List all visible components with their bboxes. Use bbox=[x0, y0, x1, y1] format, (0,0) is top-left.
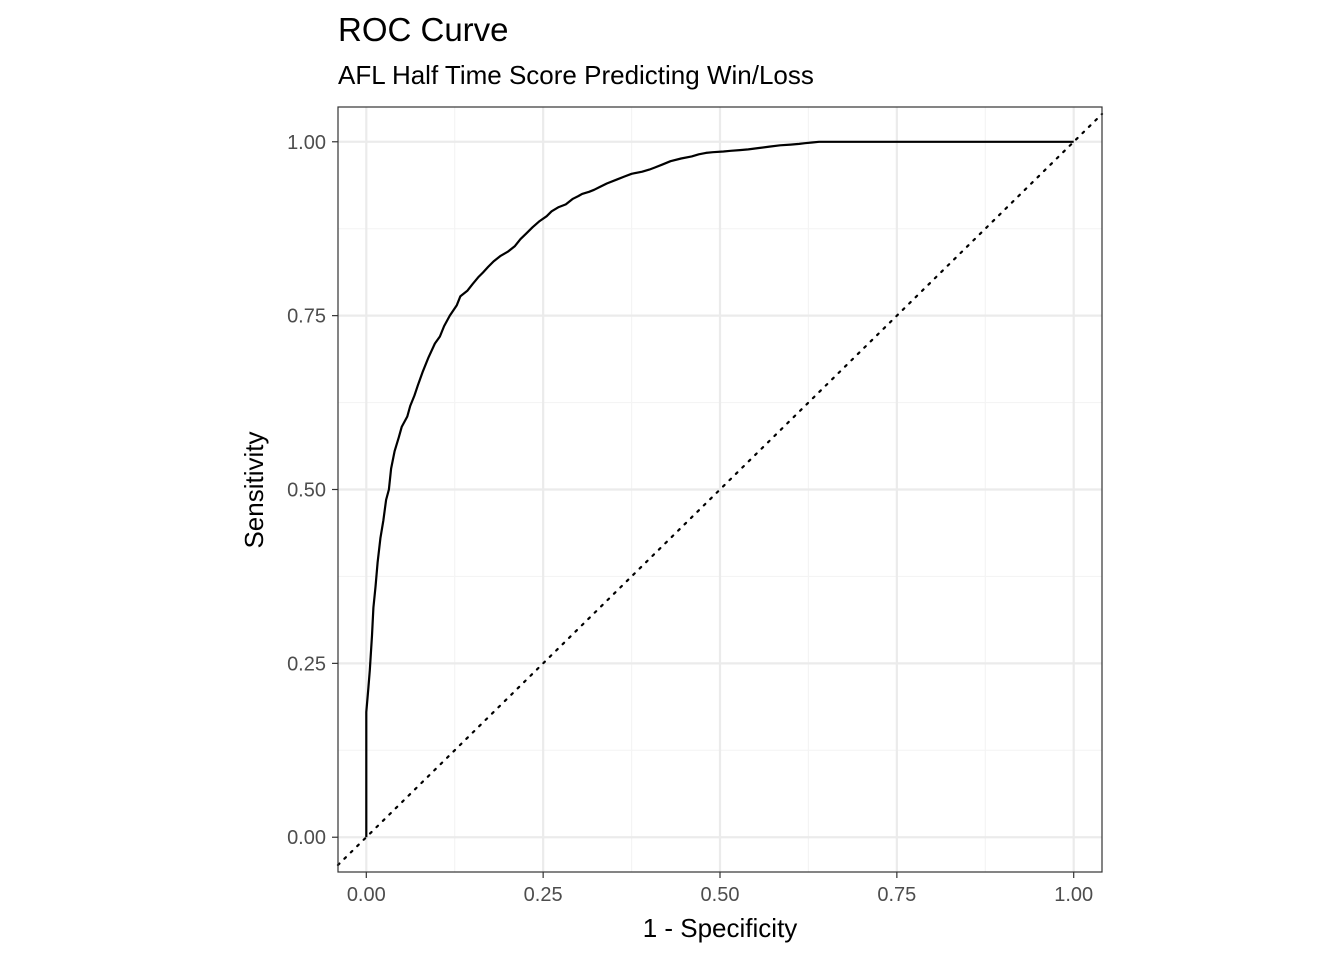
y-tick-label: 0.50 bbox=[287, 480, 326, 502]
roc-curve-line bbox=[365, 140, 1074, 838]
x-tick-label: 0.75 bbox=[877, 884, 916, 906]
chart-title: ROC Curve bbox=[338, 11, 509, 48]
reference-diagonal-line bbox=[336, 112, 1104, 867]
y-tick-label: 1.00 bbox=[287, 132, 326, 154]
y-tick-label: 0.75 bbox=[287, 306, 326, 328]
x-axis: 0.00 0.25 0.50 0.75 1.00 bbox=[347, 872, 1093, 906]
y-axis-title: Sensitivity bbox=[239, 431, 269, 548]
x-tick-label: 0.25 bbox=[524, 884, 563, 906]
y-axis: 0.00 0.25 0.50 0.75 1.00 bbox=[287, 132, 338, 849]
grid bbox=[338, 107, 1102, 872]
x-tick-label: 0.00 bbox=[347, 884, 386, 906]
x-tick-label: 0.50 bbox=[701, 884, 740, 906]
y-tick-label: 0.25 bbox=[287, 653, 326, 675]
x-tick-label: 1.00 bbox=[1054, 884, 1093, 906]
y-tick-label: 0.00 bbox=[287, 827, 326, 849]
chart-subtitle: AFL Half Time Score Predicting Win/Loss bbox=[338, 60, 814, 90]
series-layer bbox=[336, 112, 1104, 867]
x-axis-title: 1 - Specificity bbox=[643, 913, 798, 943]
